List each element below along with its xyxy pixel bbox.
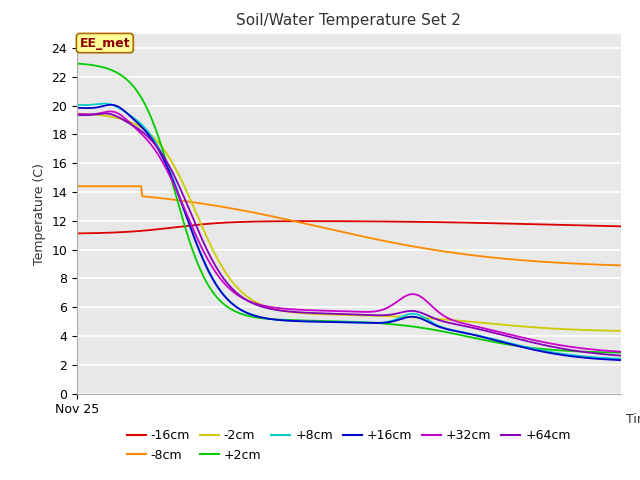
Legend: -16cm, -8cm, -2cm, +2cm, +8cm, +16cm, +32cm, +64cm: -16cm, -8cm, -2cm, +2cm, +8cm, +16cm, +3… xyxy=(122,424,575,467)
+16cm xyxy=(398,316,406,322)
+64cm xyxy=(336,311,344,317)
-2cm xyxy=(617,328,625,334)
-16cm xyxy=(617,224,625,229)
-2cm xyxy=(73,111,81,117)
+2cm xyxy=(617,350,625,356)
+16cm xyxy=(332,319,340,325)
-8cm xyxy=(617,263,625,268)
+32cm xyxy=(520,335,527,341)
Line: +32cm: +32cm xyxy=(77,111,621,352)
+2cm xyxy=(332,318,339,324)
-8cm xyxy=(604,262,612,268)
+32cm xyxy=(73,111,81,117)
-16cm xyxy=(73,230,81,236)
+64cm xyxy=(73,112,81,118)
-16cm xyxy=(336,218,344,224)
+64cm xyxy=(398,310,406,315)
+8cm xyxy=(100,101,108,107)
+16cm xyxy=(336,319,344,325)
Line: -16cm: -16cm xyxy=(77,221,621,233)
+2cm xyxy=(519,344,527,349)
+16cm xyxy=(617,357,625,363)
-16cm xyxy=(305,218,313,224)
-16cm xyxy=(332,218,340,224)
+8cm xyxy=(520,344,527,349)
-8cm xyxy=(519,257,527,263)
+32cm xyxy=(605,348,612,354)
-8cm xyxy=(367,235,375,241)
+32cm xyxy=(336,308,344,314)
+2cm xyxy=(73,60,81,66)
Text: Time: Time xyxy=(626,413,640,426)
+32cm xyxy=(369,309,376,314)
Title: Soil/Water Temperature Set 2: Soil/Water Temperature Set 2 xyxy=(236,13,461,28)
+16cm xyxy=(605,357,612,362)
+64cm xyxy=(605,352,612,358)
+16cm xyxy=(369,320,376,326)
Line: -8cm: -8cm xyxy=(77,186,621,265)
+8cm xyxy=(369,320,376,326)
Line: +64cm: +64cm xyxy=(77,113,621,356)
-8cm xyxy=(332,228,339,233)
-8cm xyxy=(397,241,404,247)
-16cm xyxy=(520,221,527,227)
-2cm xyxy=(367,313,375,319)
-16cm xyxy=(398,219,406,225)
-2cm xyxy=(335,312,342,318)
Line: +8cm: +8cm xyxy=(77,104,621,359)
+8cm xyxy=(617,356,625,361)
Line: +2cm: +2cm xyxy=(77,63,621,353)
-2cm xyxy=(604,328,612,334)
+16cm xyxy=(520,345,527,350)
+64cm xyxy=(520,337,527,343)
+64cm xyxy=(617,353,625,359)
+16cm xyxy=(107,102,115,108)
Y-axis label: Temperature (C): Temperature (C) xyxy=(33,163,45,264)
+32cm xyxy=(617,349,625,355)
+32cm xyxy=(398,296,406,301)
Line: +16cm: +16cm xyxy=(77,105,621,360)
-2cm xyxy=(397,314,404,320)
-2cm xyxy=(332,312,339,318)
+8cm xyxy=(605,355,612,361)
+2cm xyxy=(604,349,612,355)
-16cm xyxy=(369,218,376,224)
-8cm xyxy=(73,183,81,189)
+32cm xyxy=(332,308,340,314)
+16cm xyxy=(73,105,81,111)
+32cm xyxy=(107,108,115,114)
+8cm xyxy=(336,319,344,325)
+2cm xyxy=(335,318,342,324)
+64cm xyxy=(101,110,109,116)
+8cm xyxy=(332,319,340,325)
Text: EE_met: EE_met xyxy=(79,36,130,49)
+64cm xyxy=(369,312,376,318)
Line: -2cm: -2cm xyxy=(77,114,621,331)
+64cm xyxy=(332,311,340,317)
+2cm xyxy=(367,320,375,325)
-16cm xyxy=(605,223,612,229)
-2cm xyxy=(519,324,527,329)
+8cm xyxy=(398,314,406,320)
-8cm xyxy=(335,228,342,234)
+2cm xyxy=(397,322,404,328)
+8cm xyxy=(73,102,81,108)
